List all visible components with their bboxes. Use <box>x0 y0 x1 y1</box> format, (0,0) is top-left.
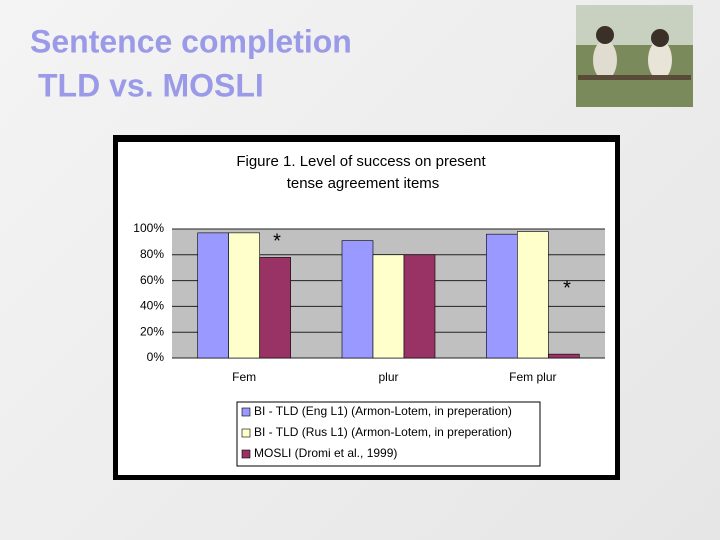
bar <box>548 353 580 359</box>
chart-title: Figure 1. Level of success on present <box>236 153 486 170</box>
annotation: * <box>273 230 281 252</box>
legend-swatch <box>241 428 251 438</box>
annotation: * <box>563 277 571 299</box>
bar <box>341 240 374 359</box>
chart-title: tense agreement items <box>287 175 440 192</box>
photo <box>576 5 693 107</box>
y-tick-label: 60% <box>140 273 164 287</box>
bar <box>197 232 229 359</box>
x-tick-label: Fem <box>232 370 256 384</box>
slide-title: Sentence completion <box>30 23 352 59</box>
y-tick-label: 80% <box>140 247 164 261</box>
bar <box>403 254 436 359</box>
bar <box>517 231 549 359</box>
bar <box>228 232 260 359</box>
legend-label: BI - TLD (Eng L1) (Armon-Lotem, in prepe… <box>254 404 512 418</box>
legend-label: BI - TLD (Rus L1) (Armon-Lotem, in prepe… <box>254 425 512 439</box>
legend-swatch <box>241 407 251 417</box>
y-tick-label: 40% <box>140 299 164 313</box>
y-tick-label: 100% <box>133 221 164 235</box>
x-tick-label: Fem plur <box>509 370 556 384</box>
x-tick-label: plur <box>378 370 398 384</box>
legend-label: MOSLI (Dromi et al., 1999) <box>254 446 397 460</box>
y-tick-label: 0% <box>147 350 165 364</box>
y-tick-label: 20% <box>140 324 164 338</box>
legend <box>236 401 541 467</box>
bar <box>372 254 405 359</box>
bar <box>259 257 291 359</box>
legend-swatch <box>241 449 251 459</box>
slide-title: TLD vs. MOSLI <box>38 67 264 103</box>
bar <box>486 233 518 359</box>
